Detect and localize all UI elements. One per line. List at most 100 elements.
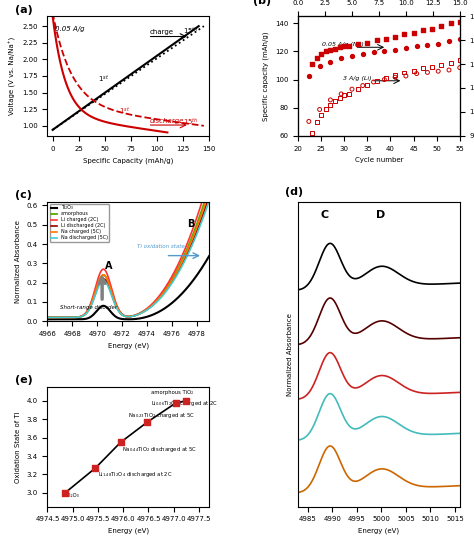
Li discharged (2C) — [153, 300, 158, 306]
Point — [445, 66, 453, 74]
Point — [373, 77, 381, 85]
Na discharged (5C) — [73, 314, 79, 321]
Ti₂O₃ — [153, 310, 158, 317]
Text: B: B — [187, 219, 194, 229]
Point — [402, 72, 410, 80]
Line: Na discharged (5C): Na discharged (5C) — [47, 201, 209, 317]
Point — [340, 42, 348, 50]
Point — [419, 26, 427, 34]
Point — [424, 68, 431, 77]
Point — [456, 17, 464, 26]
Line: Li discharged (2C): Li discharged (2C) — [47, 196, 209, 317]
Li discharged (2C) — [73, 314, 79, 321]
Li charged (2C) — [118, 309, 123, 315]
Li discharged (2C) — [166, 283, 172, 289]
Point — [419, 64, 427, 73]
Li charged (2C) — [206, 175, 212, 181]
Ti₂O₃ — [86, 315, 92, 321]
Point — [336, 43, 344, 51]
Na discharged (5C) — [118, 310, 123, 317]
Point — [402, 44, 410, 53]
Y-axis label: Oxidation State of Ti: Oxidation State of Ti — [15, 411, 21, 482]
Ti₂O₃ — [118, 315, 123, 322]
Point — [428, 25, 436, 33]
Point — [117, 438, 125, 446]
Li discharged (2C) — [118, 310, 123, 316]
Point — [316, 62, 323, 71]
Text: Li$_{0.06}$Ti$_2$O$_4$ charged at 2C: Li$_{0.06}$Ti$_2$O$_4$ charged at 2C — [151, 399, 218, 409]
Na charged (5C) — [86, 306, 92, 312]
Na charged (5C) — [45, 314, 50, 321]
Li discharged (2C) — [86, 306, 92, 313]
Point — [447, 58, 455, 67]
Na charged (5C) — [206, 189, 212, 195]
Legend: Ti₂O₃, amorphous, Li charged (2C), Li discharged (2C), Na charged (5C), Na disch: Ti₂O₃, amorphous, Li charged (2C), Li di… — [50, 204, 109, 242]
Na discharged (5C) — [166, 284, 172, 291]
Point — [348, 85, 356, 93]
Point — [373, 36, 381, 44]
Y-axis label: Specific capacity (mAh/g): Specific capacity (mAh/g) — [263, 31, 269, 121]
Point — [381, 75, 388, 84]
Line: Li charged (2C): Li charged (2C) — [47, 178, 209, 317]
Text: (b): (b) — [253, 0, 271, 6]
Point — [456, 56, 464, 64]
Point — [336, 93, 344, 102]
Text: charge: charge — [149, 29, 173, 35]
Point — [428, 63, 436, 71]
Point — [381, 46, 388, 55]
Text: Na$_{0.44}$TiO$_2$ discharged at 5C: Na$_{0.44}$TiO$_2$ discharged at 5C — [122, 445, 197, 454]
Li discharged (2C) — [45, 314, 50, 321]
Text: (e): (e) — [15, 376, 33, 385]
Point — [392, 73, 399, 81]
Line: amorphous: amorphous — [47, 187, 209, 317]
Point — [331, 96, 339, 105]
Point — [359, 81, 366, 90]
Point — [313, 54, 320, 63]
Text: $15^{th}$: $15^{th}$ — [183, 25, 199, 36]
Text: 0.05 A/g: 0.05 A/g — [55, 25, 85, 31]
X-axis label: Energy (eV): Energy (eV) — [108, 342, 149, 349]
Point — [322, 47, 329, 56]
Na charged (5C) — [140, 309, 146, 315]
Point — [364, 81, 371, 89]
Point — [318, 110, 325, 119]
Point — [316, 105, 323, 114]
Point — [327, 95, 334, 104]
Point — [438, 61, 445, 70]
Li discharged (2C) — [140, 309, 146, 315]
Text: Ti oxidation state: Ti oxidation state — [137, 244, 185, 249]
Na charged (5C) — [118, 310, 123, 316]
Na discharged (5C) — [206, 198, 212, 204]
Point — [401, 30, 408, 39]
Text: Na$_{0.23}$TiO$_2$ charged at 5C: Na$_{0.23}$TiO$_2$ charged at 5C — [128, 411, 195, 420]
Point — [308, 129, 316, 137]
Point — [370, 48, 377, 57]
Point — [413, 70, 420, 78]
X-axis label: Energy (eV): Energy (eV) — [358, 528, 400, 535]
Text: amorphous TiO₂: amorphous TiO₂ — [151, 390, 193, 396]
Point — [348, 51, 356, 60]
Point — [447, 19, 455, 27]
Point — [355, 85, 362, 94]
Text: Ti₂O₃: Ti₂O₃ — [67, 493, 79, 497]
Text: (a): (a) — [15, 4, 33, 15]
amorphous — [206, 184, 212, 190]
Ti₂O₃ — [206, 253, 212, 259]
Y-axis label: Normalized Absorbance: Normalized Absorbance — [286, 313, 292, 396]
Point — [392, 71, 399, 80]
Li charged (2C) — [45, 314, 50, 321]
Text: $1^{st}$: $1^{st}$ — [118, 105, 130, 116]
Point — [318, 50, 325, 59]
Na discharged (5C) — [140, 309, 146, 316]
Li charged (2C) — [140, 308, 146, 315]
Point — [327, 57, 334, 66]
Text: 3 A/g (Li): 3 A/g (Li) — [343, 75, 372, 80]
Text: D: D — [376, 210, 386, 219]
Point — [182, 397, 190, 405]
Point — [305, 117, 313, 126]
Point — [392, 45, 399, 54]
Ti₂O₃ — [73, 316, 79, 322]
Text: C: C — [320, 210, 328, 219]
Text: A: A — [105, 261, 112, 271]
amorphous — [73, 314, 79, 321]
